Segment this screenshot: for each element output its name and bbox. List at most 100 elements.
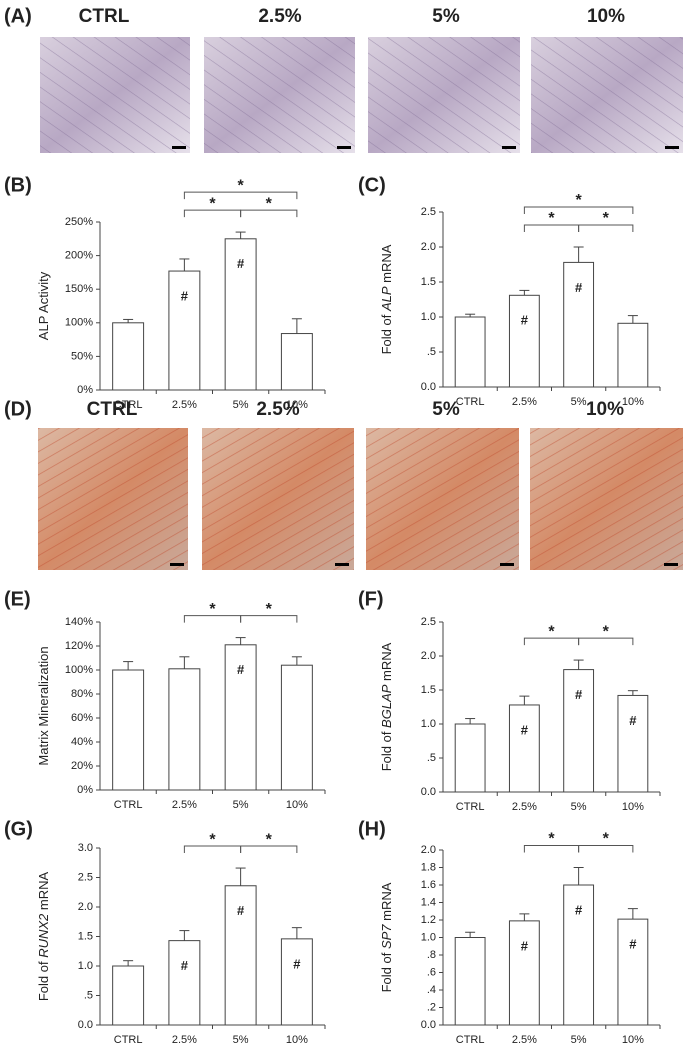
y-tick-label: 80%	[71, 688, 93, 700]
image-caption: CTRL	[87, 399, 138, 420]
bar-annotation: #	[237, 903, 245, 918]
image-caption: 2.5%	[258, 6, 301, 27]
bar	[454, 723, 486, 793]
significance-label: *	[603, 623, 610, 640]
bar	[224, 238, 257, 391]
x-tick-label: CTRL	[456, 801, 485, 813]
significance-label: *	[603, 831, 610, 848]
x-tick-label: 2.5%	[512, 801, 537, 813]
significance-label: *	[548, 210, 555, 227]
bar	[508, 920, 540, 1026]
y-tick-label: .5	[84, 989, 93, 1001]
y-tick-label: 40%	[71, 736, 93, 748]
y-axis-label-part: RUNX2	[36, 913, 51, 958]
x-tick-label: 5%	[571, 801, 587, 813]
x-tick-label: CTRL	[456, 1034, 485, 1046]
bar	[168, 668, 201, 791]
bar	[112, 669, 145, 791]
bar-annotation: #	[521, 313, 529, 328]
y-tick-label: 1.6	[421, 879, 436, 891]
y-tick-label: 1.2	[421, 914, 436, 926]
significance-bracket	[240, 845, 298, 854]
bar	[617, 322, 649, 388]
y-tick-label: 0%	[77, 384, 93, 396]
y-tick-label: 250%	[65, 216, 93, 228]
y-axis-label-part: mRNA	[379, 642, 394, 684]
x-tick-label: CTRL	[114, 399, 143, 411]
y-axis-label: Fold of SP7 mRNA	[379, 882, 394, 992]
y-tick-label: 0.0	[421, 786, 436, 798]
y-tick-label: 200%	[65, 250, 93, 262]
micrograph-texture	[38, 428, 188, 570]
micrograph-texture	[204, 37, 355, 153]
image-caption: 10%	[586, 399, 624, 420]
y-tick-label: 100%	[65, 664, 93, 676]
significance-bracket	[240, 615, 298, 623]
significance-label: *	[266, 831, 273, 848]
x-tick-label: 5%	[571, 396, 587, 408]
x-tick-label: 2.5%	[172, 1034, 197, 1046]
y-tick-label: 120%	[65, 640, 93, 652]
y-axis-label-part: ALP Activity	[36, 271, 51, 340]
y-tick-label: 1.0	[421, 931, 436, 943]
bar-annotation: #	[521, 722, 529, 737]
bar	[563, 884, 595, 1026]
micrograph-texture	[40, 37, 190, 153]
x-tick-label: CTRL	[114, 1034, 143, 1046]
y-tick-label: 1.4	[421, 896, 436, 908]
significance-label: *	[603, 210, 610, 227]
y-tick-label: 0.0	[421, 1019, 436, 1031]
y-tick-label: 0.0	[421, 381, 436, 393]
image-caption: CTRL	[79, 6, 130, 27]
bar	[168, 940, 201, 1026]
y-tick-label: 2.0	[78, 901, 93, 913]
y-tick-label: 2.5	[78, 871, 93, 883]
bar	[508, 294, 540, 388]
bar-annotation: #	[629, 937, 637, 952]
y-tick-label: 150%	[65, 283, 93, 295]
x-tick-label: 2.5%	[512, 396, 537, 408]
bar	[224, 644, 257, 791]
scale-bar	[502, 146, 516, 149]
x-tick-label: 10%	[286, 1034, 308, 1046]
y-axis-label-part: mRNA	[36, 872, 51, 914]
bar-annotation: #	[293, 956, 301, 971]
bar	[112, 965, 145, 1026]
y-tick-label: 2.0	[421, 241, 436, 253]
micrograph-texture	[531, 37, 683, 153]
image-caption: 10%	[587, 6, 625, 27]
y-axis-label: Fold of BGLAP mRNA	[379, 642, 394, 771]
y-tick-label: 1.8	[421, 861, 436, 873]
panel-label: (G)	[4, 818, 33, 840]
y-tick-label: 100%	[65, 317, 93, 329]
scale-bar	[172, 146, 186, 149]
x-tick-label: 5%	[233, 399, 249, 411]
significance-label: *	[209, 831, 216, 848]
y-axis-label-part: mRNA	[379, 882, 394, 924]
panel-label: (F)	[358, 588, 384, 610]
bar	[563, 261, 595, 388]
y-axis-label-part: SP7	[379, 924, 394, 949]
y-tick-label: 1.0	[421, 311, 436, 323]
y-tick-label: 50%	[71, 350, 93, 362]
significance-bracket	[578, 637, 634, 646]
y-tick-label: 1.0	[421, 718, 436, 730]
x-tick-label: 10%	[622, 801, 644, 813]
y-tick-label: 1.5	[421, 684, 436, 696]
y-tick-label: 140%	[65, 616, 93, 628]
significance-bracket	[578, 224, 634, 232]
image-caption: 2.5%	[256, 399, 299, 420]
y-tick-label: 1.0	[78, 960, 93, 972]
x-tick-label: 10%	[622, 396, 644, 408]
significance-bracket	[578, 845, 634, 853]
y-axis-label-part: Matrix Mineralization	[36, 646, 51, 765]
panel-label: (E)	[4, 588, 31, 610]
bar-annotation: #	[575, 902, 583, 917]
panel-label: (H)	[358, 818, 386, 840]
y-tick-label: 1.5	[421, 276, 436, 288]
significance-label: *	[266, 601, 273, 618]
scale-bar	[665, 146, 679, 149]
bar	[617, 694, 649, 793]
y-tick-label: 20%	[71, 760, 93, 772]
